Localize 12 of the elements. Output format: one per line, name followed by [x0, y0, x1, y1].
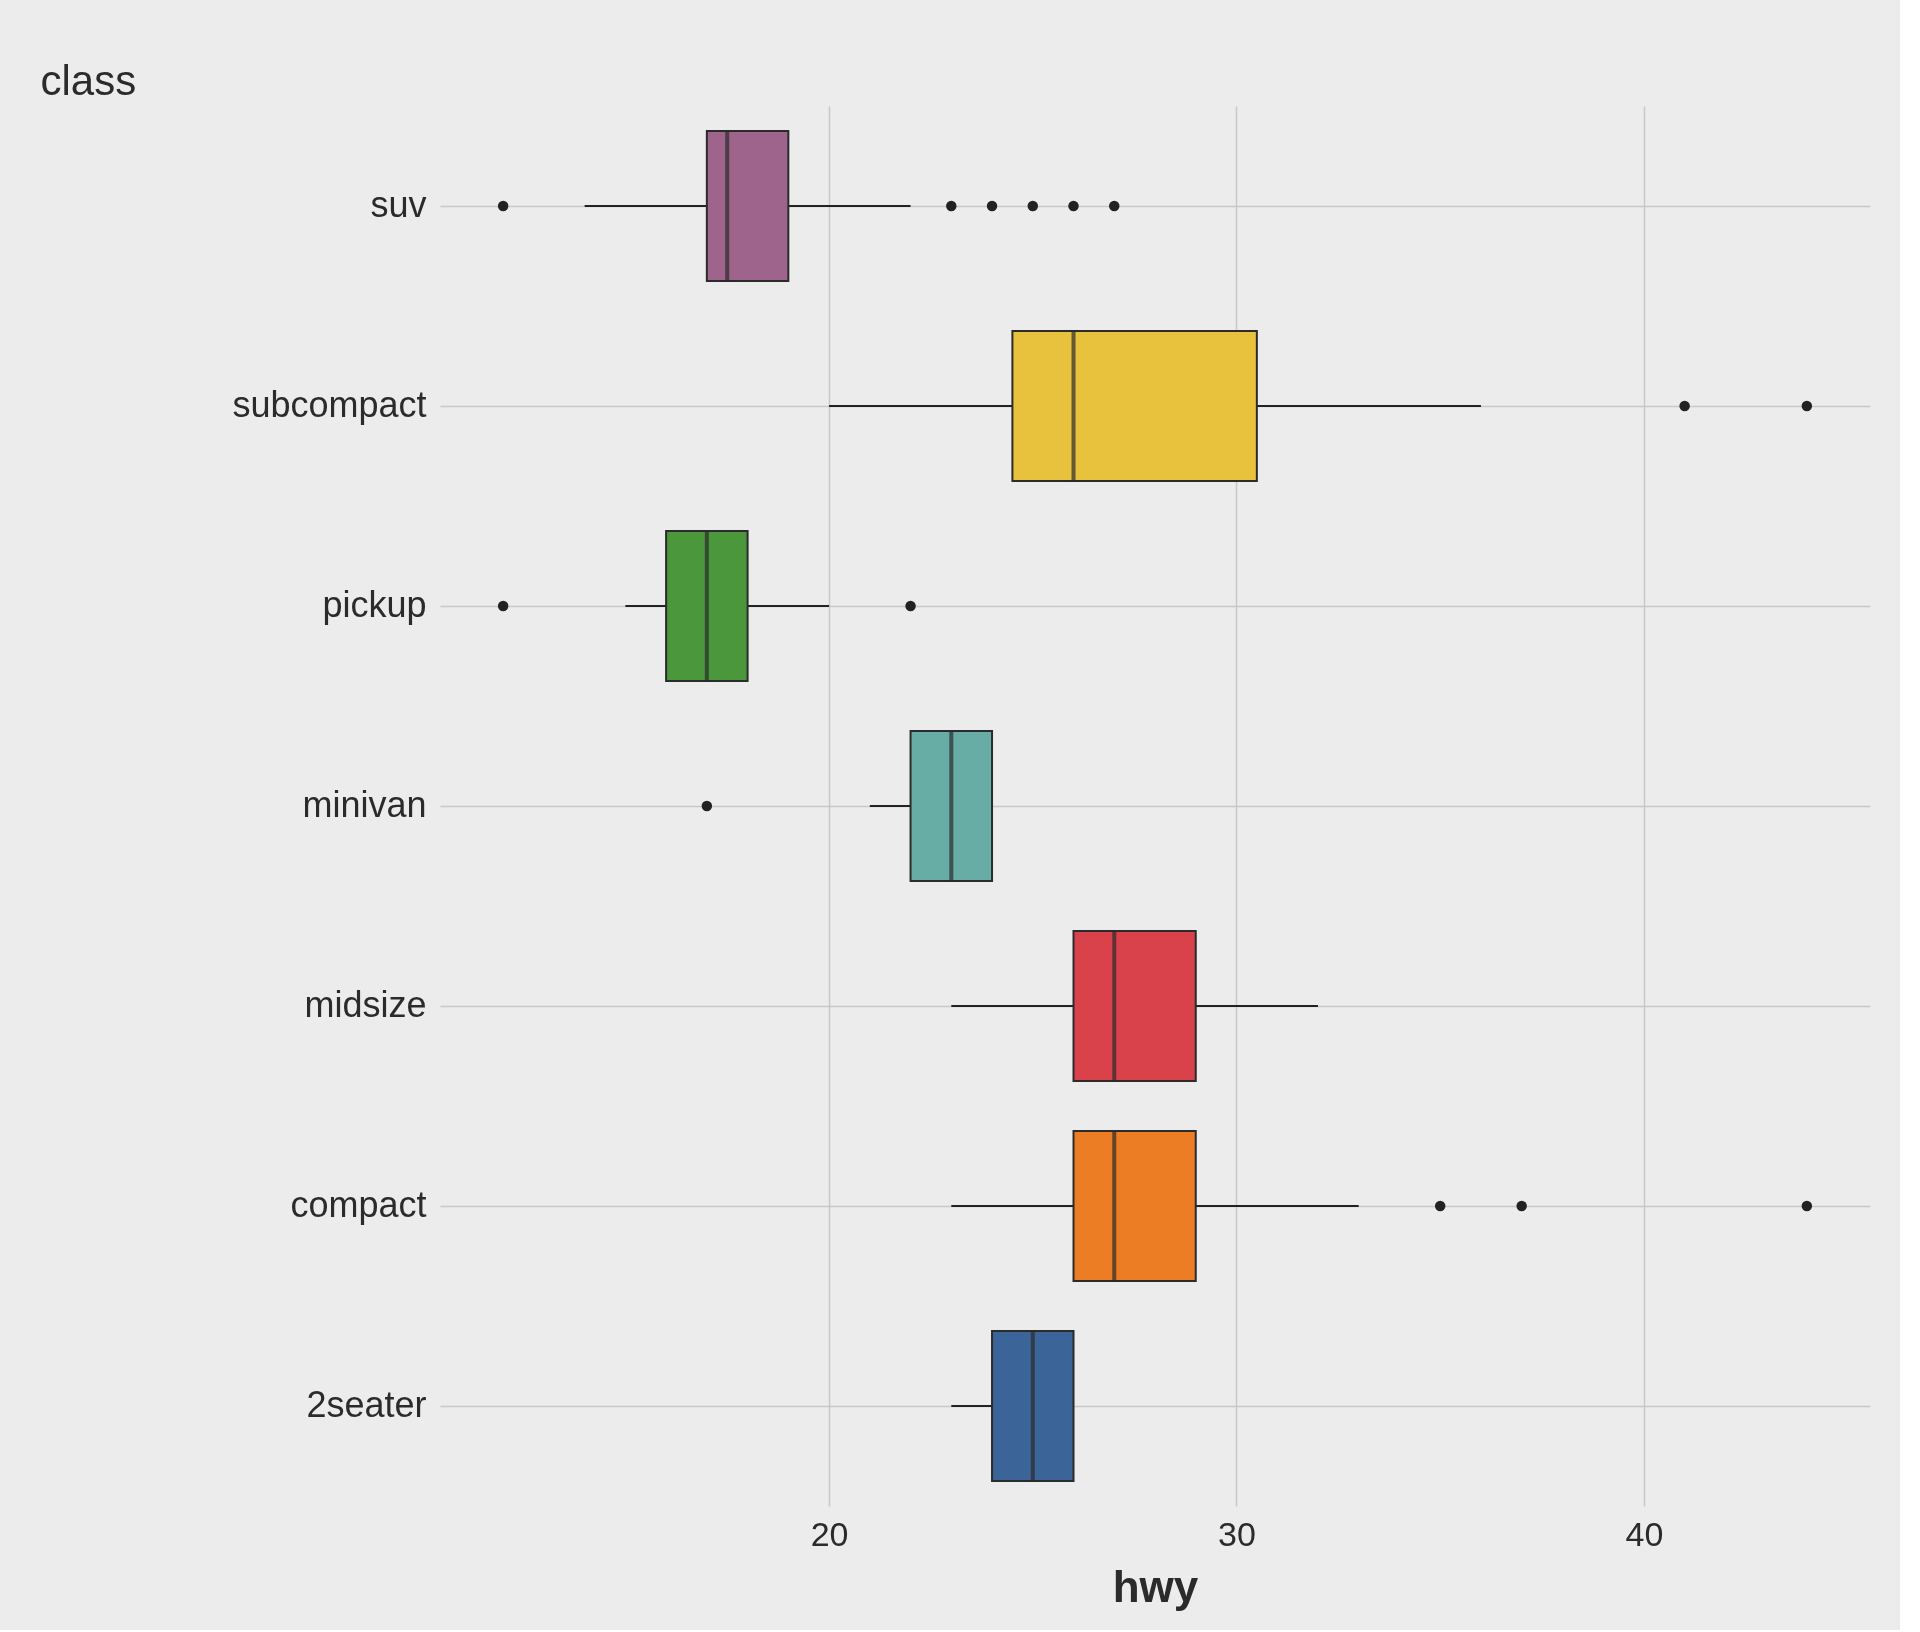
y-tick-label: 2seater	[306, 1384, 427, 1425]
y-axis-title: class	[40, 56, 137, 104]
y-tick-label: minivan	[302, 784, 427, 825]
x-tick-label: 20	[810, 1514, 849, 1553]
y-tick-label: subcompact	[232, 384, 427, 425]
x-axis-title: hwy	[1112, 1561, 1199, 1611]
y-tick-label: compact	[290, 1184, 427, 1225]
y-tick-label: pickup	[322, 584, 427, 625]
x-tick-label: 40	[1625, 1514, 1664, 1553]
y-tick-label: midsize	[304, 984, 427, 1025]
y-tick-label: suv	[370, 184, 427, 225]
x-tick-label: 30	[1218, 1514, 1256, 1553]
